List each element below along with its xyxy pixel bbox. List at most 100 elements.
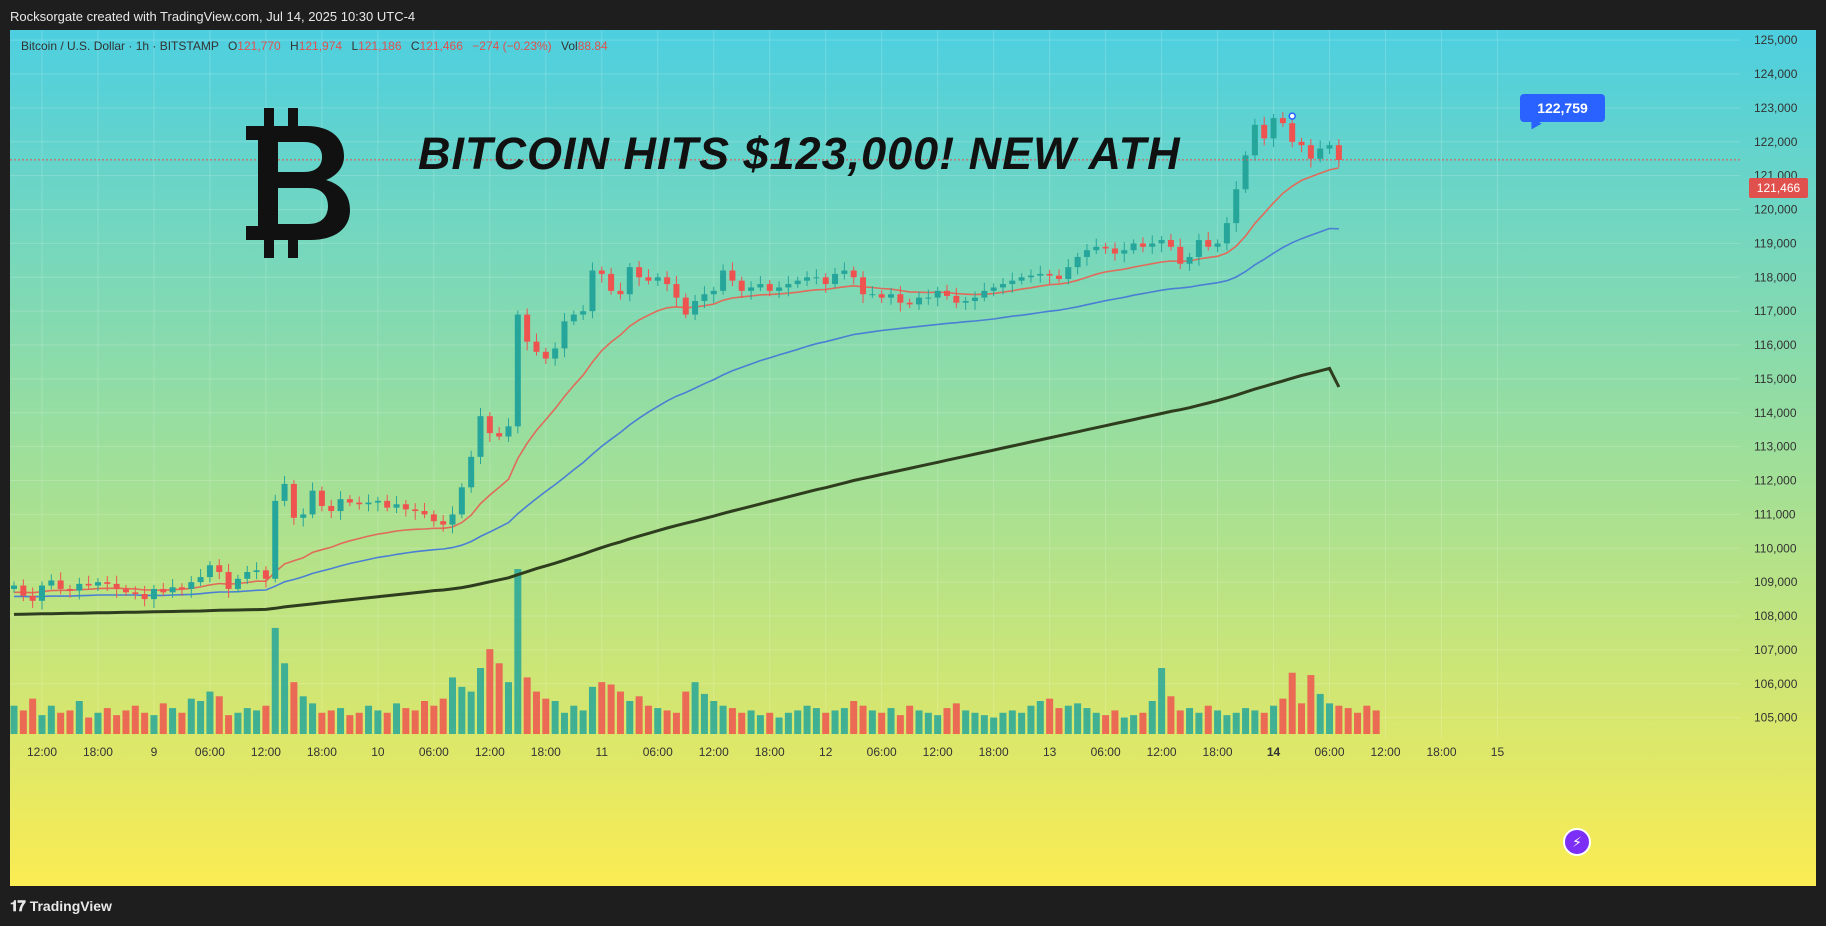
candle-body	[1261, 124, 1268, 139]
candle-body	[1186, 256, 1193, 264]
candle-body	[1233, 189, 1240, 224]
candle-body	[999, 284, 1006, 288]
volume-bar	[915, 710, 923, 734]
candle-body	[570, 314, 577, 322]
volume-bar	[421, 701, 429, 734]
price-scale[interactable]	[1740, 30, 1816, 886]
volume-bar	[10, 705, 18, 734]
candle-body	[673, 284, 680, 298]
volume-bar	[971, 712, 979, 734]
candle-body	[150, 588, 157, 600]
time-tick-label: 06:00	[195, 745, 225, 759]
candle-body	[113, 583, 120, 589]
price-tick-label: 109,000	[1754, 575, 1798, 589]
candle-body	[869, 294, 876, 296]
candle-body	[841, 270, 848, 274]
price-tick-label: 105,000	[1754, 711, 1798, 725]
candle-body	[552, 348, 559, 359]
headline-text: BITCOIN HITS $123,000! NEW ATH	[418, 128, 1181, 179]
chart-credit: Rocksorgate created with TradingView.com…	[10, 9, 416, 24]
candle-body	[1065, 267, 1072, 279]
time-tick-label: 12:00	[27, 745, 57, 759]
volume-bar	[57, 712, 65, 734]
price-tick-label: 120,000	[1754, 203, 1798, 217]
candle-body	[589, 270, 596, 312]
volume-bar	[38, 715, 46, 734]
volume-bar	[1130, 715, 1138, 734]
volume-bars	[10, 569, 1380, 734]
price-tick-label: 125,000	[1754, 33, 1798, 47]
candle-body	[104, 582, 111, 584]
volume-bar	[1372, 710, 1380, 734]
candle-body	[234, 578, 241, 589]
volume-bar	[1008, 710, 1016, 734]
candle-body	[290, 483, 297, 518]
volume-bar	[551, 701, 559, 734]
candle-body	[253, 570, 260, 573]
volume-bar	[626, 701, 634, 734]
volume-bar	[150, 715, 158, 734]
volume-bar	[868, 710, 876, 734]
bitcoin-logo-icon	[246, 108, 350, 258]
time-tick-label: 12:00	[475, 745, 505, 759]
volume-bar	[1158, 668, 1166, 734]
flash-icon[interactable]: ⚡	[1563, 828, 1591, 856]
ema-line	[13, 366, 1341, 616]
candle-body	[1037, 273, 1044, 276]
time-tick-label: 18:00	[755, 745, 785, 759]
candle-body	[729, 270, 736, 281]
candle-body	[38, 585, 45, 601]
time-tick-label: 06:00	[867, 745, 897, 759]
candle-body	[244, 572, 251, 579]
volume-bar	[1176, 710, 1184, 734]
candle-body	[934, 290, 941, 298]
tradingview-logo[interactable]: 𝟏𝟕 TradingView	[10, 898, 112, 915]
time-axis: 12:00 18:00 9 06:00 12:00 18:00 10 06:00 12:00 18…	[27, 745, 1504, 759]
candle-body	[300, 514, 307, 518]
volume-bar	[1354, 712, 1362, 734]
candle-body	[1111, 248, 1118, 254]
volume-bar	[1363, 705, 1371, 734]
volume-bar	[728, 708, 736, 734]
symbol-label[interactable]: Bitcoin / U.S. Dollar · 1h · BITSTAMP	[21, 39, 219, 53]
volume-bar	[47, 705, 55, 734]
volume-bar	[924, 712, 932, 734]
price-tick-label: 123,000	[1754, 101, 1798, 115]
candle-body	[990, 287, 997, 291]
tradingview-brand: TradingView	[29, 898, 112, 914]
tradingview-icon: 𝟏𝟕	[10, 898, 26, 915]
volume-bar	[1307, 675, 1315, 734]
candle-body	[1158, 240, 1165, 244]
volume-bar	[243, 708, 251, 734]
candle-body	[1214, 243, 1221, 247]
candle-body	[178, 587, 185, 589]
candle-body	[365, 502, 372, 505]
volume-bar	[1083, 708, 1091, 734]
candle-body	[804, 277, 811, 281]
volume-bar	[999, 712, 1007, 734]
candle-body	[449, 514, 456, 525]
volume-bar	[309, 703, 317, 734]
candle-body	[1205, 240, 1212, 247]
open-label: O	[227, 39, 238, 53]
volume-bar	[1223, 715, 1231, 734]
candle-body	[1130, 243, 1137, 251]
candle-body	[309, 490, 316, 515]
volume-bar	[346, 715, 354, 734]
volume-bar	[784, 712, 792, 734]
volume-bar	[766, 712, 774, 734]
volume-bar	[1270, 705, 1278, 734]
volume-bar	[495, 663, 503, 734]
volume-bar	[896, 715, 904, 734]
time-tick-label: 11	[596, 745, 609, 759]
candle-body	[1149, 243, 1156, 247]
time-tick-label: 14	[1267, 745, 1281, 759]
volume-bar	[887, 708, 895, 734]
candle-body	[412, 509, 419, 512]
volume-bar	[253, 710, 261, 734]
volume-bar	[1027, 705, 1035, 734]
candle-body	[878, 294, 885, 298]
volume-bar	[458, 686, 466, 734]
volume-bar	[775, 717, 783, 734]
volume-bar	[449, 677, 457, 734]
